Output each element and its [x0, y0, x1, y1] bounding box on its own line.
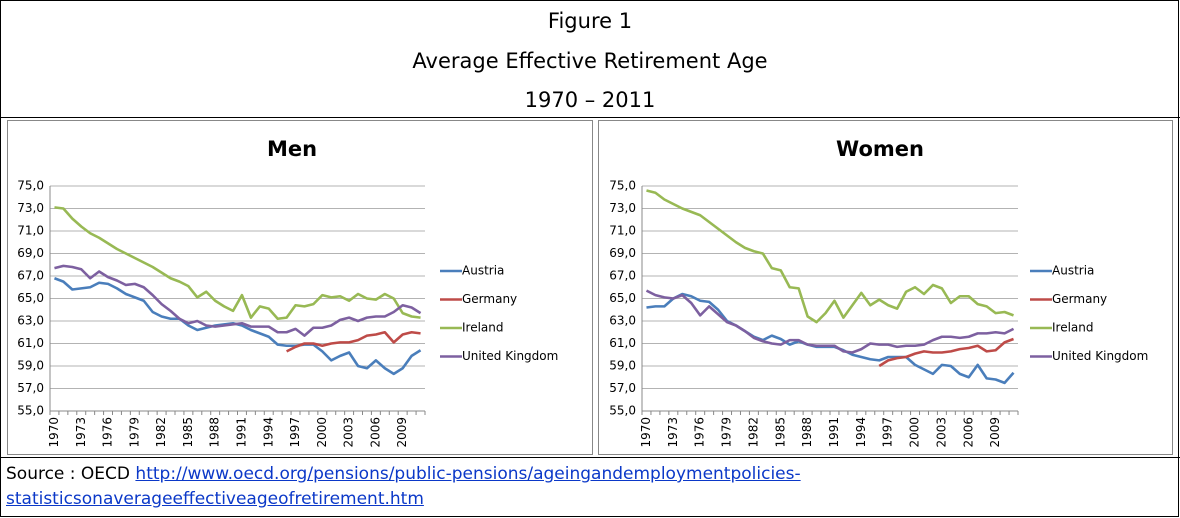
source: Source : OECD http://www.oecd.org/pensio…: [6, 462, 806, 512]
series-line: [646, 189, 1014, 324]
x-tick-label: 1973: [74, 417, 88, 448]
x-tick-label: 1994: [261, 417, 275, 448]
x-tick-label: 2006: [368, 417, 382, 448]
chart-title: Women: [836, 137, 924, 161]
x-tick-label: 1997: [881, 417, 895, 448]
y-tick-label: 67,0: [609, 269, 636, 283]
header-line: Figure 1: [548, 9, 632, 33]
y-tick-label: 71,0: [609, 224, 636, 238]
chart-title: Men: [267, 137, 317, 161]
x-tick-label: 1973: [666, 417, 680, 448]
legend-label: Germany: [1052, 292, 1107, 306]
legend-label: Ireland: [1052, 321, 1094, 335]
x-tick-label: 1988: [800, 417, 814, 448]
x-tick-label: 1985: [773, 417, 787, 448]
series-line: [286, 330, 421, 353]
y-tick-label: 59,0: [17, 359, 44, 373]
x-tick-label: 2009: [395, 417, 409, 448]
x-tick-label: 2009: [988, 417, 1002, 448]
x-tick-label: 2000: [908, 417, 922, 448]
legend-label: Ireland: [462, 321, 504, 335]
x-tick-label: 2003: [342, 417, 356, 448]
x-tick-label: 2006: [961, 417, 975, 448]
y-tick-label: 55,0: [609, 404, 636, 418]
x-tick-label: 1970: [639, 417, 653, 448]
y-tick-label: 73,0: [609, 201, 636, 215]
y-tick-label: 71,0: [17, 224, 44, 238]
y-tick-label: 65,0: [609, 291, 636, 305]
x-tick-label: 1985: [181, 417, 195, 448]
y-tick-label: 75,0: [17, 179, 44, 193]
y-tick-label: 63,0: [17, 314, 44, 328]
series-line: [54, 264, 422, 337]
x-tick-label: 1970: [47, 417, 61, 448]
source-link[interactable]: http://www.oecd.org/pensions/public-pens…: [6, 464, 801, 509]
y-tick-label: 73,0: [17, 201, 44, 215]
y-tick-label: 57,0: [17, 381, 44, 395]
y-tick-label: 75,0: [609, 179, 636, 193]
x-tick-label: 1997: [288, 417, 302, 448]
y-tick-label: 69,0: [609, 246, 636, 260]
x-tick-label: 1982: [746, 417, 760, 448]
legend-label: Austria: [462, 264, 504, 278]
x-tick-label: 1991: [827, 417, 841, 448]
x-tick-label: 1976: [693, 417, 707, 448]
chart-frame: [598, 120, 1173, 455]
series-line: [54, 206, 421, 321]
legend-label: United Kingdom: [462, 349, 558, 363]
legend-label: United Kingdom: [1052, 349, 1148, 363]
y-tick-label: 63,0: [609, 314, 636, 328]
header-line: Average Effective Retirement Age: [412, 49, 767, 73]
y-tick-label: 55,0: [17, 404, 44, 418]
x-tick-label: 1994: [854, 417, 868, 448]
x-tick-label: 1979: [720, 417, 734, 448]
x-tick-label: 1979: [127, 417, 141, 448]
series-line: [878, 337, 1014, 368]
y-tick-label: 67,0: [17, 269, 44, 283]
y-tick-label: 65,0: [17, 291, 44, 305]
series-line: [645, 289, 1015, 354]
x-tick-label: 2003: [934, 417, 948, 448]
chart-frame: [7, 120, 593, 455]
x-tick-label: 1976: [101, 417, 115, 448]
header-line: 1970 – 2011: [525, 88, 656, 112]
x-tick-label: 1988: [208, 417, 222, 448]
legend-label: Austria: [1052, 264, 1094, 278]
x-tick-label: 1982: [154, 417, 168, 448]
x-tick-label: 1991: [234, 417, 248, 448]
x-tick-label: 2000: [315, 417, 329, 448]
y-tick-label: 59,0: [609, 359, 636, 373]
y-tick-label: 69,0: [17, 246, 44, 260]
legend-label: Germany: [462, 292, 517, 306]
y-tick-label: 61,0: [17, 336, 44, 350]
y-tick-label: 61,0: [609, 336, 636, 350]
source-prefix: Source : OECD: [6, 464, 131, 484]
y-tick-label: 57,0: [609, 381, 636, 395]
